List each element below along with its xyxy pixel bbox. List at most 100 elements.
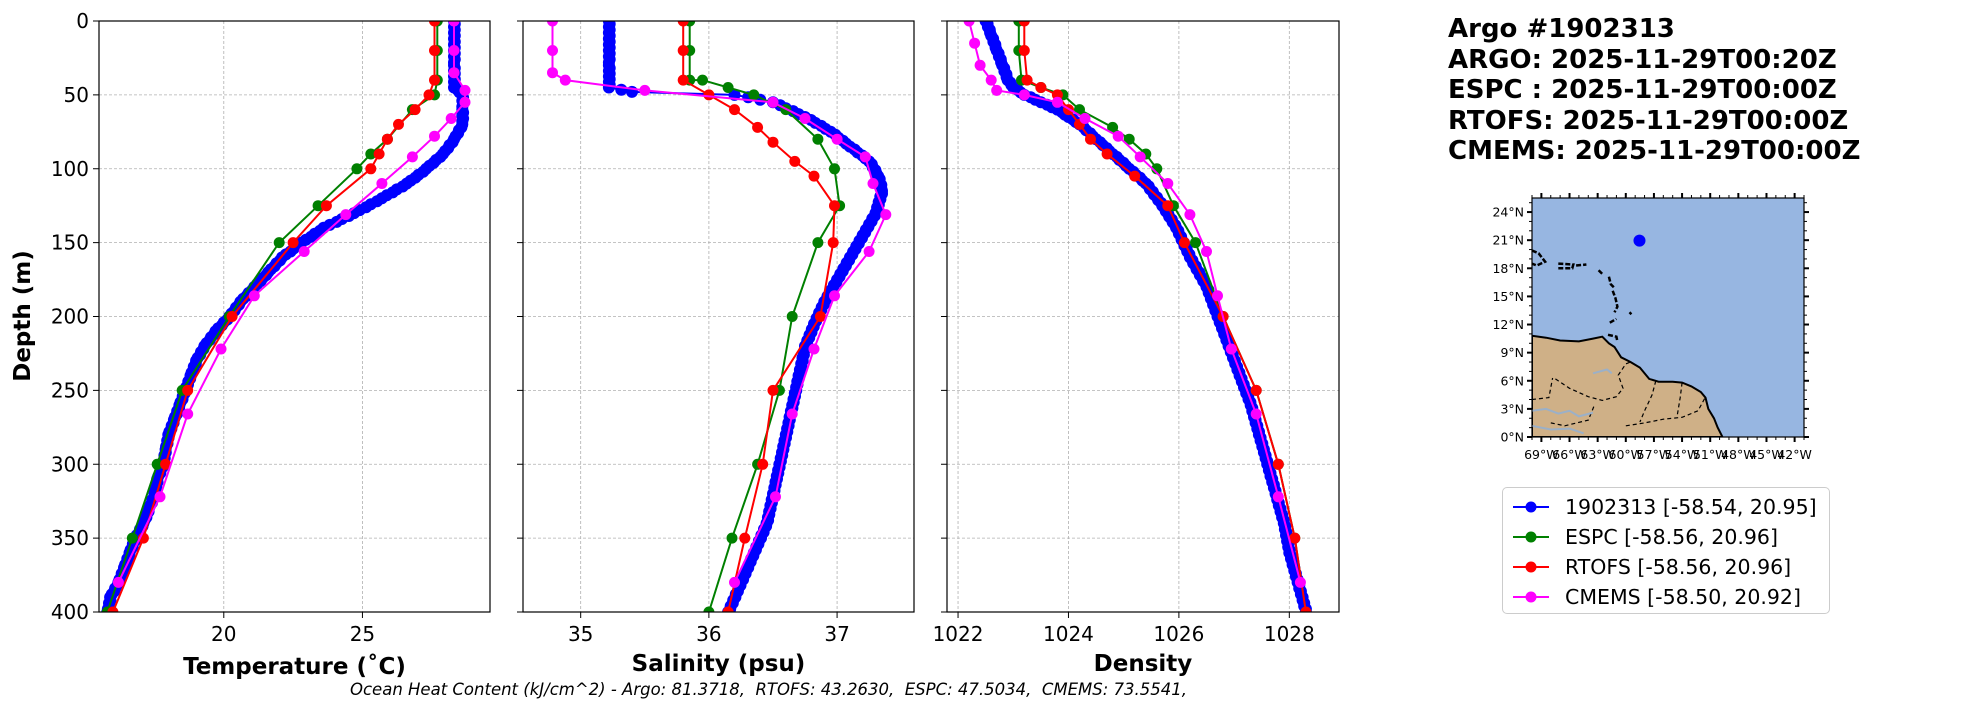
data-point-cmems [182,408,194,420]
data-point-espc [697,74,708,86]
data-point-cmems [1212,290,1223,302]
data-point-espc [351,163,363,175]
x-tick-label: 35 [568,622,593,646]
data-point-cmems [298,246,310,257]
data-point-rtofs [409,104,421,116]
data-point-rtofs [722,606,734,612]
data-point-cmems [559,74,571,86]
data-point-cmems [547,45,558,56]
data-point-cmems [459,84,471,96]
data-point-cmems [831,133,843,145]
data-point-espc [365,148,377,160]
y-tick-label: 400 [51,600,89,624]
data-point-rtofs [393,118,404,130]
data-point-cmems [459,96,471,108]
data-point-rtofs [767,384,779,396]
data-point-rtofs [182,384,194,396]
data-point-cmems [1112,130,1124,142]
map-lon-label: 54°W [1665,447,1700,462]
island [1607,333,1619,342]
map-lat-label: 12°N [1492,317,1524,332]
data-point-cmems [112,576,124,588]
data-point-cmems [863,246,875,257]
legend-item-rtofs: RTOFS [-58.56, 20.96] [1503,552,1791,582]
map-lat-label: 15°N [1492,289,1524,304]
data-point-cmems [1162,178,1174,189]
island [1611,290,1619,313]
data-point-espc [829,163,840,175]
legend-marker-cmems [1525,591,1537,603]
data-point-rtofs [1018,45,1030,56]
series-line-cmems [968,21,1302,583]
data-point-rtofs [1085,133,1096,145]
data-point-espc [151,458,163,470]
island [1558,262,1575,270]
data-point-cmems [799,113,811,124]
map-lon-label: 45°W [1749,447,1784,462]
map-lon-label: 60°W [1609,447,1644,462]
series-line-cmems [551,21,887,583]
data-point-rtofs [429,74,440,86]
data-point-espc [1123,133,1135,145]
x-tick-label: 20 [211,622,236,646]
map-lat-label: 6°N [1500,373,1524,388]
y-tick-label: 250 [51,378,89,402]
data-point-cmems [880,209,892,221]
data-point-cmems [1051,96,1063,108]
data-point-espc [1190,237,1201,249]
data-point-espc [786,311,798,322]
data-point-rtofs [373,148,385,160]
plot-title: Argo #1902313 ARGO: 2025-11-29T00:20Z ES… [1448,14,1860,167]
legend-label-espc: ESPC [-58.56, 20.96] [1565,525,1778,549]
y-tick-label: 150 [51,231,89,255]
x-tick-label: 1022 [933,622,984,646]
data-point-1902313 [615,83,628,96]
data-point-cmems [340,209,352,221]
data-point-cmems [1184,209,1196,221]
data-point-rtofs [739,532,751,544]
data-point-rtofs [808,170,820,182]
y-tick-label: 300 [51,452,89,476]
data-point-rtofs [677,45,689,56]
data-point-espc [703,606,715,612]
data-point-rtofs [1178,237,1190,249]
legend-item-cmems: CMEMS [-58.50, 20.92] [1503,582,1801,612]
data-point-rtofs [757,458,769,470]
data-point-rtofs [1018,21,1030,27]
data-point-cmems [154,491,166,503]
data-point-rtofs [677,74,689,86]
data-point-cmems [639,84,651,96]
island [1628,311,1633,316]
data-point-espc [312,200,324,212]
map-lon-label: 69°W [1524,447,1559,462]
data-point-rtofs [1129,170,1141,182]
map-lat-label: 18°N [1492,261,1524,276]
panel-density: 1022 1024 1026 1028 Density [933,20,1340,677]
data-point-cmems [448,45,460,56]
data-point-cmems [1250,408,1262,420]
data-point-rtofs [677,21,689,27]
x-axis-label-salinity: Salinity (psu) [632,651,806,677]
legend-label-rtofs: RTOFS [-58.56, 20.96] [1565,555,1792,579]
data-point-cmems [1294,576,1306,588]
data-point-rtofs [320,200,332,212]
data-point-rtofs [429,45,440,56]
data-point-cmems [985,74,997,86]
data-point-cmems [786,408,798,420]
data-point-rtofs [365,163,377,175]
data-point-rtofs [789,155,801,167]
x-tick-label: 37 [824,622,849,646]
x-tick-label: 36 [696,622,721,646]
data-point-cmems [445,113,457,124]
country-border [1639,380,1657,423]
data-point-cmems [729,576,740,588]
y-tick-label: 100 [51,157,89,181]
data-point-rtofs [729,104,740,116]
map-frame [1531,197,1805,438]
river [1592,368,1613,375]
data-point-cmems [547,67,558,79]
data-point-rtofs [767,136,779,148]
data-point-rtofs [287,237,299,249]
country-border [1550,403,1596,427]
